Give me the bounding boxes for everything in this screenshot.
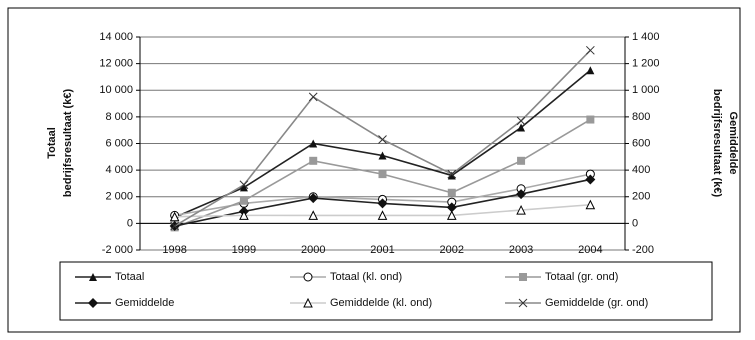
legend-label: Totaal (gr. ond) <box>545 271 618 283</box>
y2-tick-label: 600 <box>632 137 650 149</box>
data-point <box>378 151 387 160</box>
y-tick-label: 2 000 <box>105 191 133 203</box>
x-tick-label: 1998 <box>162 244 186 256</box>
data-point <box>309 156 318 165</box>
x-tick-label: 2003 <box>509 244 533 256</box>
y-tick-label: 6 000 <box>105 137 133 149</box>
data-point <box>308 210 319 220</box>
data-point <box>586 115 595 124</box>
x-tick-label: 1999 <box>232 244 256 256</box>
y-tick-label: 12 000 <box>99 58 133 70</box>
y-tick-label: 4 000 <box>105 164 133 176</box>
x-tick-label: 2001 <box>370 244 394 256</box>
data-point <box>516 189 527 200</box>
data-point <box>309 139 318 148</box>
y-tick-label: 14 000 <box>99 31 133 43</box>
data-point <box>308 92 318 102</box>
y2-tick-label: 0 <box>632 217 638 229</box>
y-tick-label: 8 000 <box>105 111 133 123</box>
y-tick-label: 10 000 <box>99 84 133 96</box>
data-point <box>446 202 457 213</box>
data-point <box>170 221 179 231</box>
data-point <box>447 169 457 179</box>
data-point <box>586 66 595 75</box>
y2-tick-label: 800 <box>632 111 650 123</box>
legend-label: Totaal <box>115 271 144 283</box>
y-tick-label: -2 000 <box>102 244 133 256</box>
legend-label: Totaal (kl. ond) <box>330 271 402 283</box>
data-point <box>239 180 249 190</box>
x-tick-label: 2002 <box>440 244 464 256</box>
data-point <box>585 174 596 185</box>
legend-marker <box>518 298 528 308</box>
y2-tick-label: -200 <box>632 244 654 256</box>
data-point <box>378 135 387 144</box>
data-point <box>447 171 456 180</box>
y2-tick-label: 200 <box>632 191 650 203</box>
data-point <box>516 204 526 215</box>
x-tick-label: 2000 <box>301 244 325 256</box>
data-point <box>447 188 456 197</box>
legend-marker <box>89 273 97 281</box>
legend-marker <box>88 298 98 308</box>
legend-box <box>59 261 713 321</box>
y2-tick-label: 1 400 <box>632 31 660 43</box>
data-point <box>169 211 180 222</box>
y2-tick-label: 1 200 <box>632 58 660 70</box>
x-tick-label: 2004 <box>578 244 602 256</box>
data-point <box>377 198 388 209</box>
data-point <box>586 45 595 55</box>
data-point <box>517 123 526 132</box>
data-point <box>517 156 526 165</box>
data-point <box>239 210 249 220</box>
data-point <box>378 170 387 179</box>
data-point <box>446 210 457 220</box>
data-point <box>308 193 319 204</box>
y2-axis-title: Gemiddelde <box>727 112 739 175</box>
legend-marker <box>519 273 527 281</box>
legend-marker <box>303 297 313 308</box>
data-point <box>516 116 526 126</box>
y-tick-label: 0 <box>127 217 133 229</box>
y2-tick-label: 400 <box>632 164 650 176</box>
legend-label: Gemiddelde (gr. ond) <box>545 297 648 309</box>
legend-label: Gemiddelde <box>115 297 174 309</box>
data-point <box>239 196 248 205</box>
legend-label: Gemiddelde (kl. ond) <box>330 297 432 309</box>
data-point <box>239 183 248 192</box>
y2-tick-label: 1 000 <box>632 84 660 96</box>
y-axis-title: Totaal <box>46 127 58 159</box>
y-axis-title: bedrijfsresultaat (k€) <box>62 89 74 198</box>
y2-axis-title: bedrijfsresultaat (k€) <box>711 89 723 198</box>
legend-marker <box>303 272 313 282</box>
data-point <box>377 210 388 220</box>
data-point <box>585 199 596 210</box>
